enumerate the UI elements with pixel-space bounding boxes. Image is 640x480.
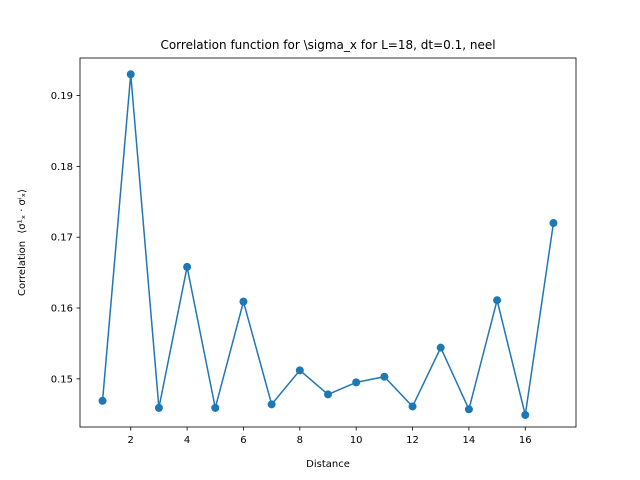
x-tick-label: 16 (519, 435, 532, 446)
axes-frame (79, 57, 577, 428)
y-axis-label-math: ⟨σ¹ₓ · σⁱₓ⟩ (17, 189, 28, 234)
data-point (211, 403, 220, 412)
y-tick-label: 0.17 (51, 233, 73, 244)
x-tick-label: 4 (184, 435, 190, 446)
plot-area (98, 70, 558, 419)
x-tick-label: 8 (297, 435, 303, 446)
chart-title: Correlation function for \sigma_x for L=… (160, 38, 495, 52)
x-tick-label: 6 (240, 435, 246, 446)
y-tick-label: 0.18 (51, 162, 73, 173)
data-point (493, 296, 502, 305)
data-point (126, 70, 135, 79)
x-tick-label: 2 (128, 435, 134, 446)
y-tick-label: 0.15 (51, 374, 73, 385)
data-point (436, 343, 445, 352)
data-point (352, 378, 361, 387)
data-point (408, 402, 417, 411)
data-point (98, 396, 107, 405)
data-point (267, 400, 276, 409)
y-axis-ticks: 0.15 0.16 0.17 0.18 0.19 (51, 91, 80, 385)
data-point (549, 219, 558, 228)
x-tick-label: 10 (350, 435, 363, 446)
x-tick-label: 14 (463, 435, 476, 446)
data-point (464, 405, 473, 414)
data-point (154, 403, 163, 412)
data-point (521, 410, 530, 419)
x-axis-label: Distance (306, 459, 350, 470)
y-tick-label: 0.19 (51, 91, 73, 102)
data-point (239, 297, 248, 306)
y-tick-label: 0.16 (51, 304, 73, 315)
x-axis-ticks: 2 4 6 8 10 12 14 16 (128, 427, 532, 446)
data-point (380, 372, 389, 381)
x-tick-label: 12 (406, 435, 419, 446)
y-axis-label: Correlation ⟨σ¹ₓ · σⁱₓ⟩ (17, 189, 28, 296)
data-point (324, 390, 332, 399)
data-point (295, 366, 304, 375)
y-axis-label-prefix: Correlation (17, 241, 28, 296)
data-point (183, 262, 192, 271)
